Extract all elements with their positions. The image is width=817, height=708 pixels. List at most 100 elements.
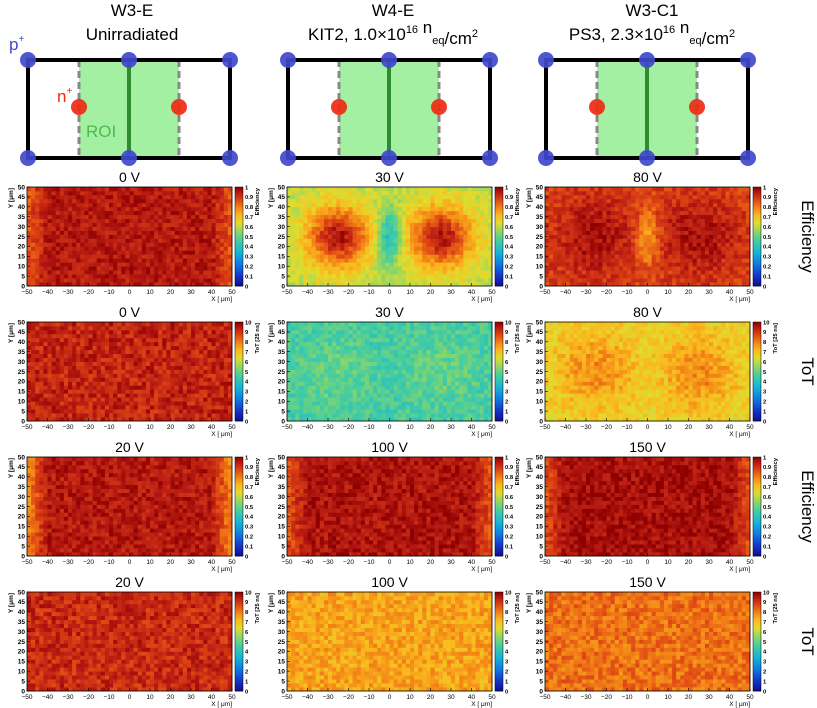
heatmap-cell [741, 226, 747, 231]
heatmap-cell [291, 278, 296, 283]
heatmap-cell [72, 369, 77, 374]
heatmap-cell [627, 278, 632, 283]
heatmap-cell [627, 190, 632, 196]
heatmap-cell [117, 397, 122, 402]
heatmap-cell [319, 198, 325, 204]
heatmap-cell [68, 389, 73, 394]
color-bar-step [235, 239, 243, 242]
heatmap-cell [195, 274, 200, 279]
heatmap-cell [610, 266, 616, 271]
heatmap-cell [68, 385, 73, 390]
heatmap-cell [581, 246, 587, 251]
heatmap-cell [35, 206, 40, 212]
heatmap-cell [207, 405, 212, 410]
heatmap-cell [207, 230, 212, 235]
heatmap-cell [113, 381, 118, 386]
heatmap-cell [414, 214, 419, 220]
heatmap-cell [137, 389, 143, 394]
heatmap-cell [27, 198, 32, 204]
heatmap-cell [463, 230, 468, 235]
heatmap-cell [72, 357, 77, 362]
heatmap-cell [174, 389, 180, 394]
heatmap-cell [88, 206, 93, 212]
heatmap-cell [414, 202, 419, 208]
heatmap-cell [199, 226, 204, 231]
heatmap-cell [315, 254, 321, 259]
heatmap-cell [487, 250, 493, 255]
heatmap-cell [663, 246, 669, 251]
heatmap-cell [47, 190, 52, 196]
heatmap-cell [80, 278, 85, 283]
heatmap-cell [385, 258, 390, 263]
heatmap-cell [344, 262, 349, 267]
heatmap-cell [129, 246, 134, 251]
heatmap-cell [129, 397, 134, 402]
heatmap-cell [713, 206, 718, 212]
heatmap-cell [158, 365, 163, 370]
heatmap-cell [113, 194, 118, 200]
heatmap-cell [162, 377, 167, 382]
heatmap-cell [170, 262, 175, 267]
heatmap-cell [84, 242, 89, 247]
heatmap-cell [598, 246, 603, 251]
heatmap-cell [223, 187, 229, 192]
heatmap-cell [692, 282, 698, 287]
heatmap-cell [96, 202, 102, 208]
heatmap-cell [88, 381, 93, 386]
heatmap-cell [203, 270, 208, 275]
y-tick-label: 35 [536, 214, 544, 221]
heatmap-cell [340, 194, 345, 200]
heatmap-cell [553, 254, 558, 259]
heatmap-cell [434, 270, 440, 275]
heatmap-cell [158, 357, 163, 362]
heatmap-cell [63, 254, 69, 259]
heatmap-cells [287, 187, 493, 287]
heatmap-cell [170, 214, 175, 220]
heatmap-cell [479, 194, 485, 200]
heatmap-cell [72, 210, 77, 216]
heatmap-cell [203, 246, 208, 251]
heatmap-cell [704, 206, 710, 212]
heatmap-cell [178, 373, 184, 378]
heatmap-cell [158, 397, 163, 402]
heatmap-cell [158, 222, 163, 227]
heatmap-cell [369, 238, 374, 243]
heatmap-cell [426, 242, 431, 247]
color-bar-step [235, 211, 243, 214]
heatmap-cell [88, 365, 93, 370]
heatmap-cell [27, 393, 32, 398]
heatmap-cell [178, 385, 184, 390]
heatmap-cell [381, 194, 386, 200]
heatmap-cell [369, 202, 374, 208]
heatmap-cell [356, 214, 362, 220]
heatmap-cell [725, 214, 730, 220]
heatmap-cell [356, 234, 362, 239]
heatmap-cell [121, 250, 126, 255]
heatmap-cell [125, 397, 130, 402]
heatmap-cell [96, 405, 102, 410]
heatmap-cell [459, 218, 464, 223]
heatmap-cell [586, 190, 591, 196]
heatmap-cell [219, 250, 225, 255]
heatmap-cell [446, 187, 452, 192]
heatmap-cell [84, 222, 89, 227]
heatmap-cell [471, 210, 476, 216]
heatmap-cell [328, 246, 333, 251]
x-tick-label: 20 [427, 289, 435, 296]
heatmap-cell [389, 278, 394, 283]
heatmap-cell [76, 254, 81, 259]
heatmap-cell [393, 218, 399, 223]
heatmap-cell [356, 270, 362, 275]
heatmap-cell [133, 397, 139, 402]
heatmap-cell [393, 226, 399, 231]
heatmap-cell [80, 274, 85, 279]
heatmap-cell [639, 258, 644, 263]
heatmap-cell [635, 198, 640, 204]
heatmap-cell [410, 222, 415, 227]
heatmap-cell [553, 250, 558, 255]
heatmap-cell [162, 397, 167, 402]
heatmap-cell [145, 250, 151, 255]
heatmap-cell [145, 357, 151, 362]
heatmap-cell [344, 254, 349, 259]
heatmap-cell [154, 405, 159, 410]
